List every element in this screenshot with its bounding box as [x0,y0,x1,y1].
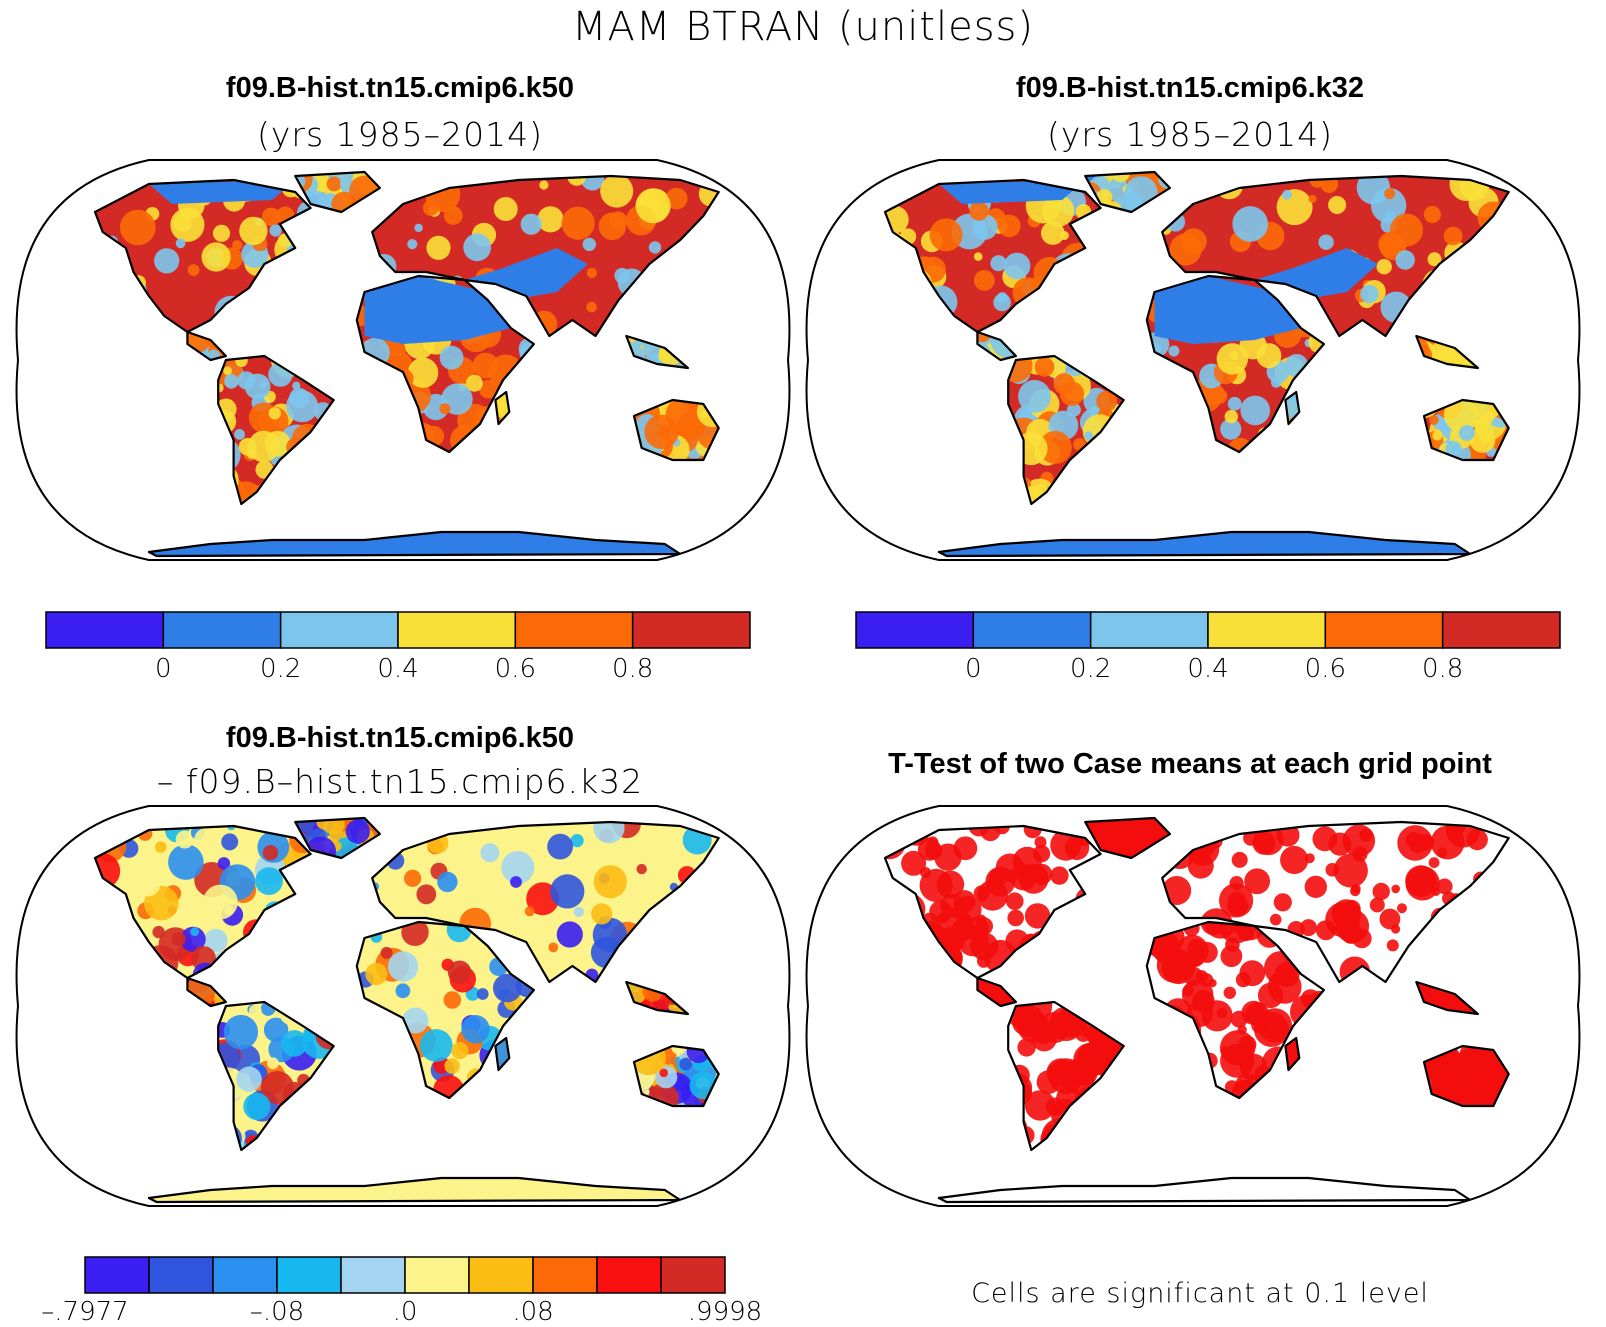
colorbar-tick-label: 0.6 [1304,654,1347,684]
colorbar-tick-label: .0 [392,1297,418,1327]
colorbar-swatch [468,1256,534,1294]
land-antarctica [938,532,1471,556]
colorbar-swatch [340,1256,406,1294]
colorbar-tick-label: 0.2 [1069,654,1112,684]
figure-title: MAM BTRAN (unitless) [571,4,1034,50]
panel-case1-subtitle: (yrs 1985–2014) [257,115,543,154]
colorbar-swatch [1207,611,1327,649]
colorbar-swatch [1089,611,1209,649]
colorbar-swatch [276,1256,342,1294]
colorbar-tick-label: 0.8 [611,654,654,684]
colorbar-tick-label: –.7977 [41,1297,129,1327]
colorbar-tick-label: 0.4 [377,654,419,684]
colorbar-swatch [397,611,517,649]
land-antarctica [148,1178,681,1202]
panel-diff-title: f09.B-hist.tn15.cmip6.k50 [225,722,575,754]
colorbar-swatch [404,1256,470,1294]
colorbar-tick-label: 0.6 [494,654,537,684]
colorbar-tick-label: 0 [155,654,172,684]
colorbar-swatch [1324,611,1444,649]
colorbar-swatch [1441,611,1561,649]
colorbar-tick-label: 0 [965,654,982,684]
colorbar-swatch [631,611,751,649]
land-eurasia [1162,822,1509,982]
colorbar-tick-label: 0.8 [1421,654,1464,684]
colorbar-tick-label: .9998 [687,1297,763,1327]
significance-note: Cells are significant at 0.1 level [971,1278,1429,1309]
land-antarctica [148,532,681,556]
colorbar-swatch [532,1256,598,1294]
colorbar-tick-label: 0.4 [1187,654,1229,684]
colorbar-swatch [660,1256,726,1294]
colorbar-swatch [162,611,282,649]
colorbar-tick-label: .08 [512,1297,554,1327]
colorbar-tick-label: –.08 [249,1297,305,1327]
colorbar-swatch [596,1256,662,1294]
panel-case1-title: f09.B-hist.tn15.cmip6.k50 [225,72,575,104]
colorbar-swatch [279,611,399,649]
colorbar-swatch [972,611,1092,649]
panel-diff-subtitle: – f09.B–hist.tn15.cmip6.k32 [156,762,644,801]
colorbar-swatch [45,611,165,649]
colorbar-swatch [212,1256,278,1294]
colorbar-swatch [84,1256,150,1294]
colorbar-swatch [148,1256,214,1294]
panel-case2-subtitle: (yrs 1985–2014) [1047,115,1333,154]
colorbar-tick-label: 0.2 [259,654,302,684]
panel-ttest-title: T-Test of two Case means at each grid po… [888,748,1492,780]
land-antarctica [938,1178,1471,1202]
panel-case2-title: f09.B-hist.tn15.cmip6.k32 [1015,72,1365,104]
